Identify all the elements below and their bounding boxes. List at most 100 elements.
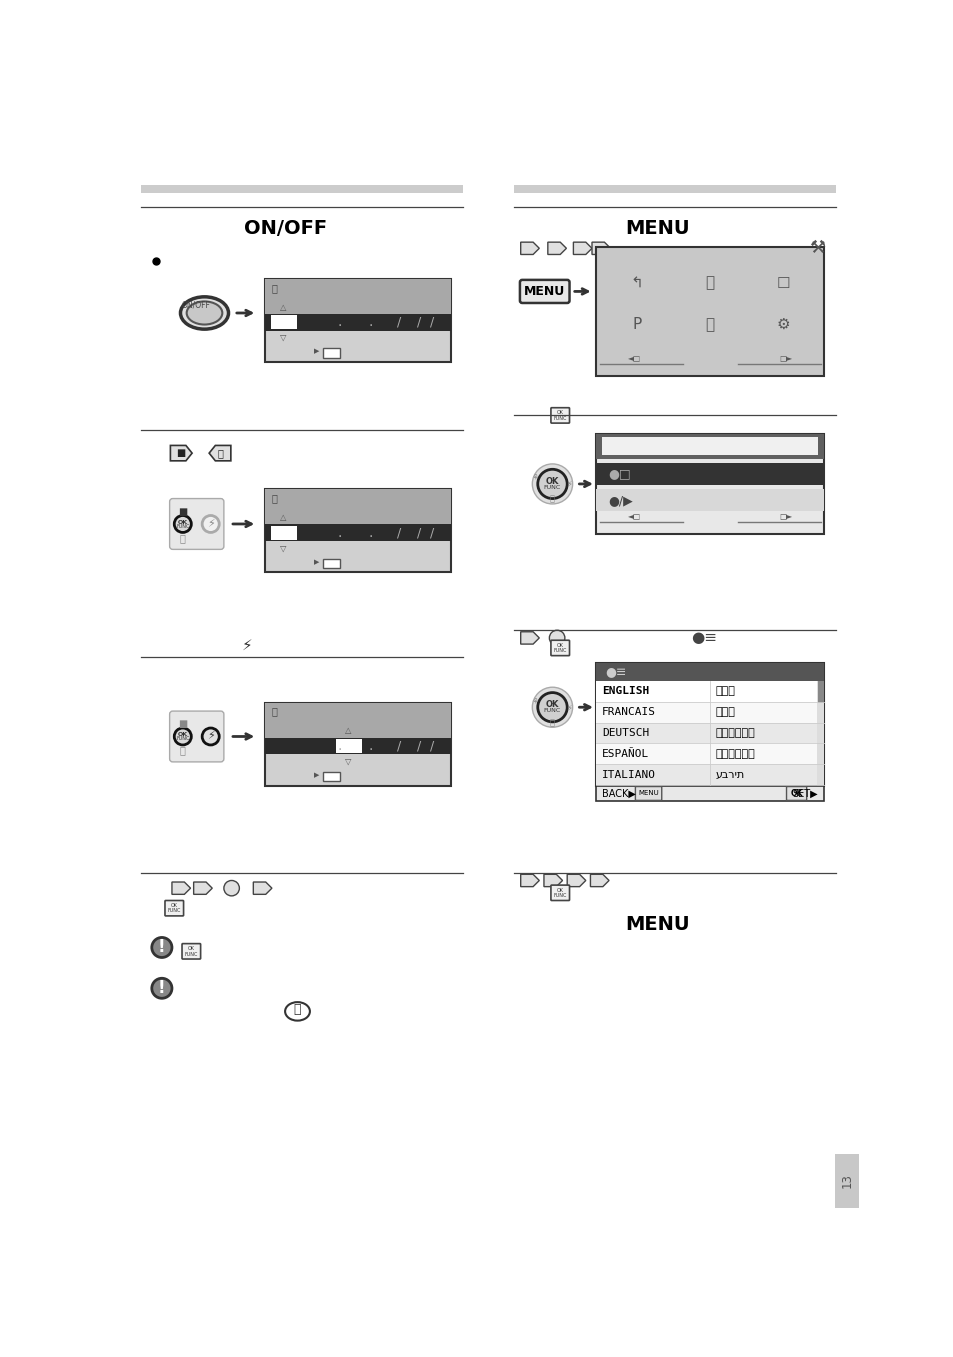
FancyBboxPatch shape [182, 943, 200, 959]
Text: OK: OK [177, 733, 188, 737]
Bar [265, 524, 451, 541]
Bar [596, 463, 823, 484]
Ellipse shape [285, 1001, 310, 1020]
Text: 中文（繁体）: 中文（繁体） [716, 749, 755, 759]
Text: /: / [430, 740, 434, 752]
Text: ⌛: ⌛ [549, 495, 555, 503]
Ellipse shape [224, 881, 239, 896]
Polygon shape [543, 874, 562, 886]
Text: FUNC: FUNC [543, 484, 560, 490]
Polygon shape [520, 632, 538, 645]
Text: MENU: MENU [625, 218, 689, 237]
Text: OK: OK [790, 788, 801, 798]
Text: !: ! [158, 939, 166, 957]
Text: OK
FUNC: OK FUNC [553, 410, 566, 421]
Bar [596, 764, 823, 784]
Polygon shape [171, 445, 192, 461]
FancyBboxPatch shape [550, 641, 569, 655]
Text: ●□: ●□ [608, 467, 630, 480]
Text: ■: ■ [178, 719, 187, 729]
Text: .: . [369, 315, 373, 330]
Bar [265, 280, 451, 362]
Text: □►: □► [779, 354, 791, 362]
Ellipse shape [532, 464, 572, 503]
Bar [322, 559, 339, 567]
Text: ITALIANO: ITALIANO [601, 769, 656, 780]
FancyBboxPatch shape [165, 901, 183, 916]
Text: 🎬: 🎬 [705, 318, 714, 332]
Bar [271, 525, 296, 540]
Text: MENU: MENU [638, 791, 659, 797]
FancyBboxPatch shape [785, 787, 806, 801]
Text: ▶: ▶ [314, 349, 319, 354]
Ellipse shape [187, 301, 222, 324]
Text: ⚡: ⚡ [241, 638, 253, 653]
Text: ⌚: ⌚ [271, 493, 276, 503]
FancyBboxPatch shape [550, 407, 569, 423]
Text: ⌛: ⌛ [180, 745, 186, 756]
Polygon shape [547, 242, 566, 255]
Text: MENU: MENU [625, 915, 689, 934]
Bar [265, 490, 451, 524]
Text: ■: ■ [178, 506, 187, 517]
Text: עברית: עברית [716, 769, 744, 780]
Polygon shape [592, 242, 610, 255]
Text: ☐: ☐ [776, 275, 789, 290]
Text: ESPAÑOL: ESPAÑOL [601, 749, 649, 759]
Text: BACK▶: BACK▶ [601, 788, 636, 798]
Polygon shape [193, 882, 212, 894]
Bar [596, 434, 823, 535]
Text: △: △ [345, 726, 352, 735]
Text: OK: OK [545, 700, 558, 710]
Text: /: / [416, 527, 421, 539]
Text: .: . [336, 525, 341, 540]
Ellipse shape [532, 687, 572, 727]
Polygon shape [209, 445, 231, 461]
Text: ON/OFF: ON/OFF [181, 301, 210, 309]
Text: ⚘: ⚘ [531, 474, 538, 482]
Text: ◄□: ◄□ [627, 354, 640, 362]
Bar [596, 434, 823, 459]
Text: /: / [416, 740, 421, 752]
Text: !: ! [158, 980, 166, 997]
Text: /: / [430, 316, 434, 328]
Text: /: / [416, 316, 421, 328]
FancyBboxPatch shape [170, 498, 224, 550]
FancyBboxPatch shape [170, 711, 224, 761]
Text: P: P [632, 318, 641, 332]
Bar [596, 247, 823, 376]
Text: ▽: ▽ [280, 332, 287, 342]
Text: ▽: ▽ [280, 543, 287, 552]
Bar [596, 662, 823, 681]
Text: .: . [369, 525, 373, 540]
Text: ●/▶: ●/▶ [608, 494, 633, 506]
Bar [596, 702, 823, 723]
Text: .: . [369, 738, 373, 753]
Ellipse shape [180, 297, 229, 330]
Text: 日本語: 日本語 [716, 687, 735, 696]
Ellipse shape [174, 727, 192, 745]
Ellipse shape [202, 727, 219, 745]
Text: ⚒: ⚒ [808, 239, 824, 258]
Bar [322, 349, 339, 358]
Bar [596, 744, 823, 764]
Bar [141, 185, 462, 193]
Text: /: / [396, 527, 400, 539]
Text: ⌚: ⌚ [217, 448, 223, 459]
Text: 📷: 📷 [705, 275, 714, 290]
Text: ON/OFF: ON/OFF [244, 218, 327, 237]
Bar [265, 738, 451, 754]
Polygon shape [520, 874, 538, 886]
Text: /: / [396, 740, 400, 752]
Bar [596, 681, 823, 702]
Text: OK: OK [177, 520, 188, 525]
Text: MENU: MENU [523, 285, 565, 299]
Text: ⌚: ⌚ [271, 284, 276, 293]
Text: FRANCAIS: FRANCAIS [601, 707, 656, 718]
Polygon shape [253, 882, 272, 894]
Bar [322, 772, 339, 782]
FancyBboxPatch shape [550, 885, 569, 901]
Text: ▶: ▶ [314, 772, 319, 778]
Polygon shape [573, 242, 592, 255]
Bar [596, 490, 823, 510]
